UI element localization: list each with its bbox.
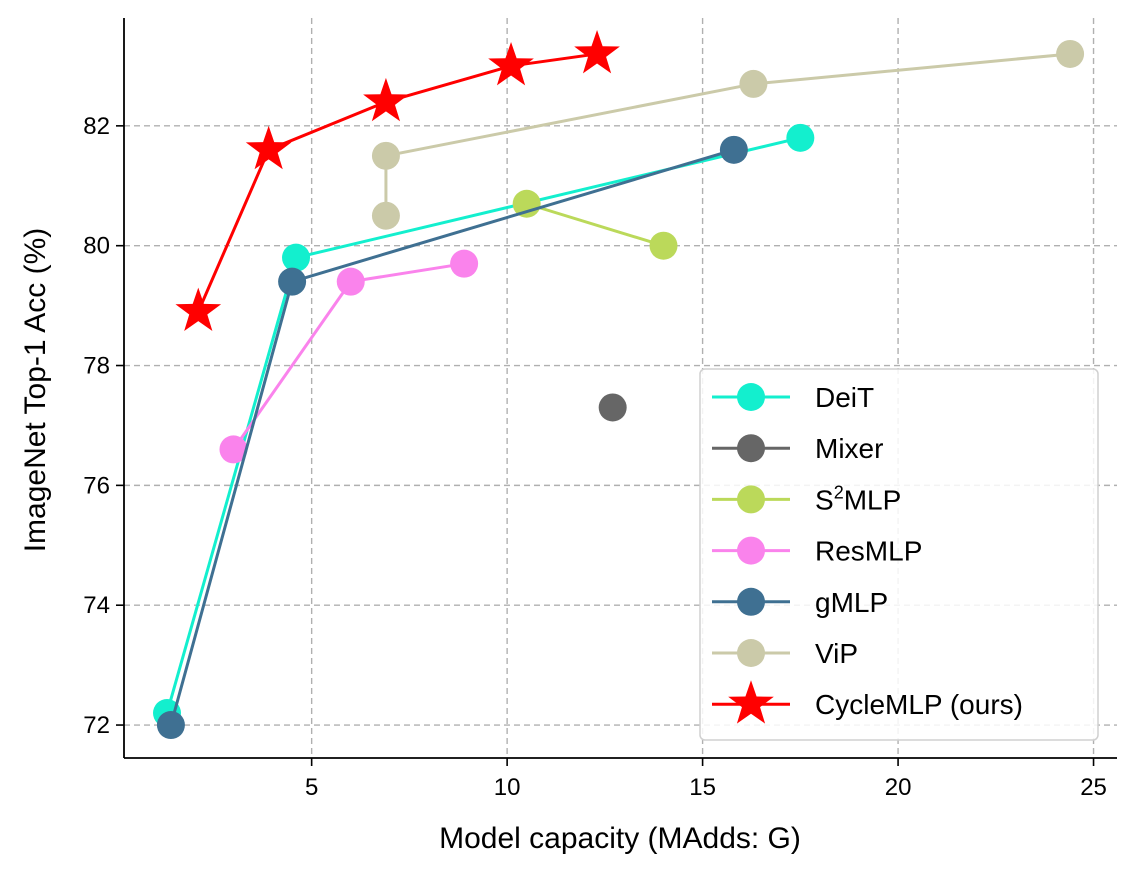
series-gmlp <box>156 135 748 740</box>
legend-marker <box>737 639 765 667</box>
legend-marker <box>737 587 765 616</box>
legend-label: S2MLP <box>815 482 901 515</box>
data-point-star <box>175 287 222 332</box>
legend-item: gMLP <box>712 587 888 618</box>
y-tick-label: 74 <box>83 592 110 619</box>
y-tick-label: 80 <box>83 233 110 260</box>
data-point <box>156 711 185 740</box>
legend-frame <box>699 368 1099 741</box>
legend: DeiT Mixer S2MLP ResMLP gMLP ViP CycleMLP (our… <box>699 368 1099 741</box>
data-point <box>649 231 678 260</box>
series-s2mlp <box>512 189 678 260</box>
series-resmlp <box>219 249 479 464</box>
x-tick-label: 20 <box>885 774 912 801</box>
series-line <box>526 202 664 248</box>
legend-label: CycleMLP (ours) <box>815 689 1023 720</box>
data-point-star <box>363 77 409 122</box>
axes <box>123 18 1117 759</box>
y-axis-label: ImageNet Top-1 Acc (%) <box>19 228 52 553</box>
series-cyclemlp-ours- <box>175 29 620 332</box>
data-point <box>219 435 248 464</box>
data-point-star <box>245 125 292 170</box>
legend-label: gMLP <box>815 587 888 618</box>
data-point <box>371 141 400 170</box>
x-tick-label: 25 <box>1080 774 1107 801</box>
y-tick-label: 76 <box>83 472 110 499</box>
data-point <box>282 243 311 272</box>
data-point <box>371 201 400 230</box>
data-point-star <box>488 41 534 86</box>
data-point <box>786 123 815 152</box>
legend-item: ViP <box>712 638 858 669</box>
y-tick-label: 72 <box>83 712 110 739</box>
legend-item: ResMLP <box>712 536 922 567</box>
legend-marker <box>737 434 765 463</box>
legend-item: Mixer <box>712 433 883 464</box>
tick-labels: 5 10 15 20 25 72 74 76 78 80 82 <box>83 113 1107 801</box>
legend-label: DeiT <box>815 382 874 413</box>
data-point <box>450 249 479 278</box>
legend-star-marker <box>728 680 774 724</box>
data-point <box>598 393 627 422</box>
data-point <box>336 267 365 296</box>
legend-label: ViP <box>815 638 858 669</box>
legend-marker <box>737 383 765 411</box>
legend-marker <box>737 485 765 514</box>
legend-item: CycleMLP (ours) <box>712 680 1023 724</box>
x-tick-label: 15 <box>689 774 716 801</box>
series-layer <box>153 29 1085 740</box>
legend-label: ResMLP <box>815 536 922 567</box>
x-tick-label: 5 <box>305 774 318 801</box>
series-line <box>384 52 1071 216</box>
x-axis-label: Model capacity (MAdds: G) <box>439 822 801 855</box>
data-point <box>719 135 748 164</box>
legend-item: S2MLP <box>712 482 901 515</box>
legend-marker <box>737 536 765 565</box>
data-point <box>278 267 307 296</box>
series-vip <box>371 39 1085 230</box>
y-tick-label: 78 <box>83 353 110 380</box>
data-point-star <box>574 29 620 74</box>
x-tick-label: 10 <box>494 774 521 801</box>
legend-item: DeiT <box>712 382 874 413</box>
series-line <box>169 148 735 726</box>
data-point <box>1056 39 1085 68</box>
series-mixer <box>598 393 627 422</box>
legend-label: Mixer <box>815 433 883 464</box>
data-point <box>739 69 768 98</box>
y-tick-label: 82 <box>83 113 110 140</box>
